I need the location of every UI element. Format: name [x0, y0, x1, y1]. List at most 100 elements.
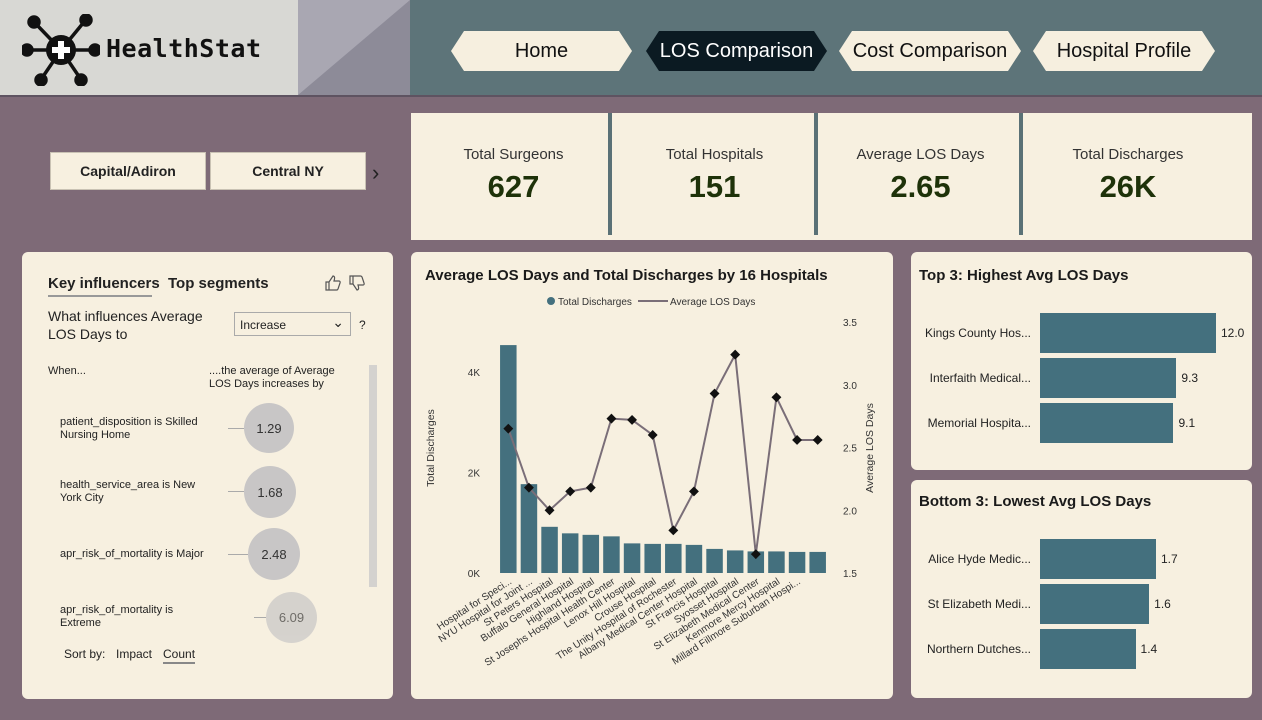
hbar[interactable] — [1040, 313, 1216, 353]
y2-axis-title: Average LOS Days — [864, 403, 876, 493]
los-discharges-chart-panel: Average LOS Days and Total Discharges by… — [411, 252, 893, 699]
bar-category-label: Kings County Hos... — [924, 326, 1031, 340]
los-point — [606, 413, 617, 424]
sort-impact-button[interactable]: Impact — [116, 647, 153, 661]
bottom3-panel: Bottom 3: Lowest Avg LOS Days Alice Hyde… — [911, 480, 1252, 698]
top3-title: Top 3: Highest Avg LOS Days — [919, 267, 1129, 284]
header-decoration-light — [298, 0, 410, 95]
hbar[interactable] — [1040, 629, 1136, 669]
kpi-label: Average LOS Days — [856, 146, 985, 163]
col-header-result: ....the average of Average LOS Days incr… — [209, 365, 335, 390]
los-point — [792, 435, 803, 445]
influencer-bubble[interactable]: 1.29 — [244, 403, 294, 453]
app-name: HealthStat — [106, 34, 262, 63]
y-tick-label: 2K — [468, 469, 481, 480]
arrow-icon — [228, 491, 244, 492]
sort-by-label: Sort by: — [64, 647, 106, 661]
discharge-bar — [603, 536, 620, 573]
hbar[interactable] — [1040, 584, 1150, 624]
hbar[interactable] — [1040, 358, 1177, 398]
tab-top-segments[interactable]: Top segments — [168, 275, 269, 292]
hbar[interactable] — [1040, 539, 1156, 579]
healthstat-logo-icon — [22, 14, 100, 86]
logo-area: HealthStat — [0, 0, 410, 95]
kpi-label: Total Discharges — [1072, 146, 1184, 163]
bar-value-label: 9.1 — [1178, 416, 1196, 430]
y2-tick-label: 2.5 — [843, 444, 857, 455]
sort-count-button[interactable]: Count — [163, 647, 196, 664]
y-axis-title: Total Discharges — [425, 409, 437, 487]
los-point — [812, 435, 823, 445]
los-point — [709, 388, 720, 399]
los-point — [647, 430, 658, 440]
thumbs-down-icon[interactable] — [348, 274, 366, 292]
legend-label-los: Average LOS Days — [670, 297, 755, 308]
nav-hospital-profile-label: Hospital Profile — [1033, 31, 1215, 71]
y2-tick-label: 3.5 — [843, 318, 857, 329]
slicer-item-capital-adiron[interactable]: Capital/Adiron — [50, 152, 206, 190]
legend-label-discharges: Total Discharges — [558, 297, 632, 308]
tab-key-influencers[interactable]: Key influencers — [48, 275, 160, 292]
discharge-bar — [726, 550, 744, 573]
top3-panel: Top 3: Highest Avg LOS Days Kings County… — [911, 252, 1252, 470]
discharge-bar — [809, 551, 826, 573]
kpi-average-los-days: Average LOS Days 2.65 — [818, 113, 1023, 240]
kpi-label: Total Surgeons — [463, 146, 564, 163]
key-influencers-panel: Key influencers Top segments What influe… — [22, 252, 393, 699]
nav-los-comparison-button[interactable]: LOS Comparison — [645, 30, 828, 72]
los-point — [544, 505, 555, 516]
bar-category-label: Interfaith Medical... — [929, 371, 1031, 385]
los-point — [668, 525, 679, 536]
kpi-separator — [1019, 113, 1023, 235]
influencer-label: apr_risk_of_mortality is Extreme — [60, 604, 174, 629]
help-icon[interactable]: ? — [359, 318, 366, 332]
nav-cost-comparison-button[interactable]: Cost Comparison — [838, 30, 1022, 72]
discharge-bar — [665, 543, 682, 573]
combo-chart: Total Discharges Average LOS Days 0K 2K 4K 1.… — [425, 297, 876, 669]
los-point — [771, 392, 782, 403]
slicer-item-central-ny[interactable]: Central NY — [210, 152, 366, 190]
slicer-next-icon[interactable]: › — [372, 160, 380, 185]
nav-hospital-profile-button[interactable]: Hospital Profile — [1032, 30, 1216, 72]
kpi-value: 151 — [688, 169, 741, 204]
nav-bar: Home LOS Comparison Cost Comparison Hosp… — [410, 0, 1262, 95]
bar-category-label: Alice Hyde Medic... — [928, 552, 1031, 566]
kpi-separator — [608, 113, 612, 235]
los-point — [750, 549, 761, 560]
los-line — [507, 351, 818, 555]
nav-home-label: Home — [451, 31, 632, 71]
nav-home-button[interactable]: Home — [450, 30, 633, 72]
discharge-bar — [541, 526, 558, 573]
influencer-bubble[interactable]: 6.09 — [266, 592, 317, 643]
influencer-label: health_service_area is New York City — [60, 479, 196, 504]
influencer-bubble[interactable]: 1.68 — [244, 466, 296, 518]
arrow-icon — [228, 428, 244, 429]
dropdown-value: Increase — [240, 318, 287, 332]
hbar[interactable] — [1040, 403, 1174, 443]
nav-los-comparison-label: LOS Comparison — [646, 31, 827, 71]
los-point — [688, 486, 699, 497]
bottom3-title: Bottom 3: Lowest Avg LOS Days — [919, 493, 1152, 510]
kpi-value: 627 — [487, 169, 540, 204]
discharge-bar — [520, 484, 538, 573]
bar-value-label: 9.3 — [1181, 371, 1199, 385]
direction-dropdown[interactable]: Increase ⌄ — [234, 312, 351, 336]
discharge-bar — [582, 534, 600, 573]
los-point — [503, 423, 514, 434]
kpi-total-hospitals: Total Hospitals 151 — [612, 113, 817, 240]
bar-category-label: St Elizabeth Medi... — [927, 597, 1031, 611]
header-divider — [0, 95, 1262, 97]
discharge-bar — [500, 345, 517, 573]
arrow-icon — [254, 617, 266, 618]
y2-tick-label: 3.0 — [843, 381, 857, 392]
scrollbar[interactable] — [369, 365, 377, 587]
influencer-label: patient_disposition is Skilled Nursing H… — [60, 416, 198, 441]
discharge-bar — [788, 551, 806, 573]
thumbs-up-icon[interactable] — [324, 274, 342, 292]
influencer-question: What influences Average LOS Days to — [48, 308, 203, 342]
bar-category-label: Memorial Hospita... — [927, 416, 1031, 430]
discharge-bar — [747, 551, 765, 573]
influencer-bubble[interactable]: 2.48 — [248, 528, 300, 580]
kpi-value: 26K — [1099, 169, 1157, 204]
y-tick-label: 4K — [468, 368, 481, 379]
